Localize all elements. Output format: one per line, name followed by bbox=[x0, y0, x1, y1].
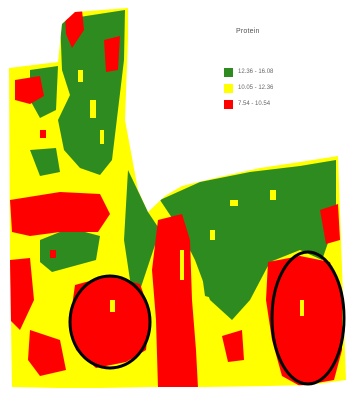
legend-swatch-high bbox=[224, 68, 233, 77]
legend-label-low: 7.54 - 10.54 bbox=[238, 101, 271, 107]
map-legend: Protein 12.36 - 16.08 10.05 - 12.36 7.54… bbox=[222, 28, 322, 118]
low-protein-zones bbox=[10, 10, 342, 388]
legend-swatch-low bbox=[224, 100, 233, 109]
highlight-circle-left bbox=[68, 274, 152, 370]
legend-label-high: 12.36 - 16.08 bbox=[238, 69, 274, 75]
legend-item-high: 12.36 - 16.08 bbox=[222, 68, 322, 80]
highlight-circle-right bbox=[270, 250, 346, 386]
map-texture bbox=[40, 70, 304, 316]
legend-title: Protein bbox=[236, 28, 260, 35]
legend-swatch-medium bbox=[224, 84, 233, 93]
legend-label-medium: 10.05 - 12.36 bbox=[238, 85, 274, 91]
legend-item-medium: 10.05 - 12.36 bbox=[222, 84, 322, 96]
legend-item-low: 7.54 - 10.54 bbox=[222, 100, 322, 112]
